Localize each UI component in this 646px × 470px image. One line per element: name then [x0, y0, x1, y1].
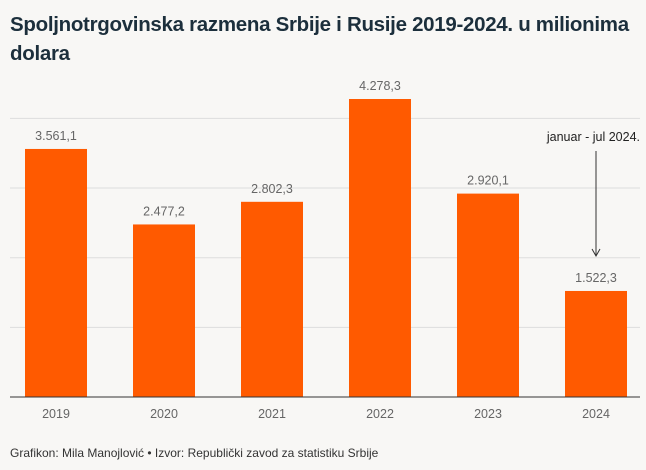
bar-2024	[565, 290, 627, 397]
x-tick-label: 2024	[582, 407, 610, 421]
x-tick-label: 2020	[150, 407, 178, 421]
data-label: 1.522,3	[575, 271, 617, 285]
bar-chart: 3.561,1 2019 2.477,2 2020 2.802,3 2021 4.278,3…	[10, 79, 640, 421]
data-label: 4.278,3	[359, 79, 401, 93]
annotation-arrow-head-icon	[591, 248, 601, 258]
data-label: 2.802,3	[251, 182, 293, 196]
bar-2019	[25, 148, 87, 397]
bar-2021	[241, 201, 303, 397]
x-tick-label: 2021	[258, 407, 286, 421]
x-tick-label: 2019	[42, 407, 70, 421]
chart-title: Spoljnotrgovinska razmena Srbije i Rusij…	[10, 13, 629, 65]
data-label: 2.920,1	[467, 174, 509, 188]
bar-2023	[457, 193, 519, 397]
data-label: 3.561,1	[35, 129, 77, 143]
bar-2022	[349, 99, 411, 397]
x-tick-label: 2022	[366, 407, 394, 421]
bar-2020	[133, 224, 195, 397]
x-tick-label: 2023	[474, 407, 502, 421]
annotation-text: januar - jul 2024.	[546, 130, 640, 144]
chart-footer: Grafikon: Mila Manojlović • Izvor: Repub…	[10, 446, 379, 460]
data-label: 2.477,2	[143, 204, 185, 218]
